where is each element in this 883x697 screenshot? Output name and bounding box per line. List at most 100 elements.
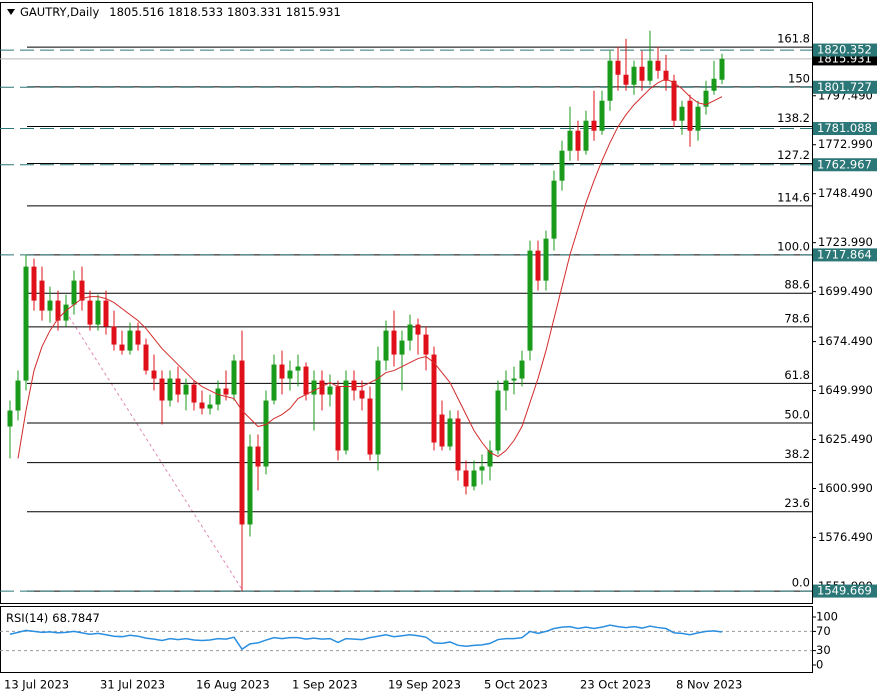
header-close: 1815.931 (286, 5, 341, 19)
rsi-tick-label: 70 (816, 624, 831, 638)
candle-body (311, 380, 317, 395)
x-tick-label: 19 Sep 2023 (388, 678, 461, 692)
candle-body (367, 398, 373, 455)
candle-body (303, 366, 309, 395)
rsi-value: 68.7847 (52, 611, 100, 625)
candle-body (255, 446, 261, 467)
candle-body (575, 130, 581, 151)
y-tick-label: 1600.990 (818, 481, 873, 495)
candle-body (375, 360, 381, 455)
candle-body (695, 106, 701, 131)
candle-body (207, 404, 213, 409)
fib-label: 23.6 (784, 496, 810, 510)
x-tick-label: 23 Oct 2023 (580, 678, 651, 692)
candle-body (399, 340, 405, 355)
candle-body (439, 414, 445, 447)
rsi-tick-label: 100 (816, 610, 838, 624)
candle-body (503, 380, 509, 391)
candle-body (671, 80, 677, 121)
rsi-header: RSI(14) 68.7847 (6, 611, 100, 625)
fib-label: 114.6 (777, 190, 810, 204)
rsi-line (9, 624, 723, 651)
fib-label: 150 (788, 71, 810, 85)
level-box (813, 43, 877, 57)
candle-body (591, 120, 597, 131)
level-box (813, 584, 877, 598)
candle-body (279, 364, 285, 379)
candle-body (239, 360, 245, 525)
candle-body (703, 90, 709, 107)
level-label: 1717.864 (817, 247, 872, 261)
y-tick-label: 1625.490 (818, 432, 873, 446)
fib-label: 38.2 (784, 447, 810, 461)
y-tick-label: 1674.490 (818, 334, 873, 348)
candle-body (23, 266, 29, 381)
x-tick-label: 13 Jul 2023 (4, 678, 69, 692)
candle-body (551, 180, 557, 239)
candle-body (111, 326, 117, 345)
candle-body (335, 386, 341, 451)
level-label: 1549.669 (817, 584, 872, 598)
candle-body (599, 100, 605, 131)
candle-body (247, 446, 253, 525)
candle-body (479, 466, 485, 471)
candle-body (319, 380, 325, 395)
y-tick-label: 1723.990 (818, 235, 873, 249)
candle-body (63, 304, 69, 321)
level-box (813, 248, 877, 262)
x-tick-label: 31 Jul 2023 (100, 678, 165, 692)
header-open: 1805.516 (109, 5, 164, 19)
candle-body (559, 150, 565, 181)
candle-body (623, 74, 629, 85)
moving-average (17, 78, 723, 459)
fib-label: 88.6 (784, 278, 810, 292)
menu-triangle[interactable] (7, 9, 15, 15)
level-box (813, 122, 877, 136)
candle-body (655, 60, 661, 71)
header-high: 1818.533 (168, 5, 223, 19)
candle-body (47, 300, 53, 311)
candle-body (423, 334, 429, 355)
candle-body (359, 390, 365, 399)
candle-body (71, 280, 77, 305)
x-tick-label: 8 Nov 2023 (676, 678, 742, 692)
chart-title: GAUTRY,Daily (20, 5, 99, 19)
x-tick-label: 5 Oct 2023 (484, 678, 548, 692)
candle-body (191, 384, 197, 403)
candle-body (431, 354, 437, 443)
candle-body (7, 410, 13, 427)
rsi-tick-label: 30 (816, 643, 831, 657)
y-tick-label: 1649.990 (818, 383, 873, 397)
candle-body (87, 300, 93, 325)
candle-body (495, 390, 501, 451)
candle-body (383, 330, 389, 361)
candle-body (231, 360, 237, 395)
main-frame (0, 2, 813, 604)
fib-label: 138.2 (777, 111, 810, 125)
candle-body (215, 388, 221, 405)
candle-body (687, 100, 693, 131)
chart-header: GAUTRY,Daily 1805.516 1818.533 1803.331 1815… (20, 5, 341, 19)
y-tick-label: 1699.490 (818, 284, 873, 298)
candle-body (103, 300, 109, 327)
candle-body (199, 402, 205, 409)
candle-body (391, 330, 397, 355)
candle-body (583, 120, 589, 151)
candle-body (263, 400, 269, 467)
fib-label: 61.8 (784, 368, 810, 382)
candle-body (175, 378, 181, 395)
candle-body (351, 380, 357, 391)
candle-body (631, 66, 637, 85)
rsi-frame (0, 606, 813, 673)
candle-body (447, 418, 453, 447)
y-tick-label: 1748.490 (818, 186, 873, 200)
level-box (813, 80, 877, 94)
candle-body (167, 378, 173, 401)
candle-body (711, 78, 717, 91)
candle-body (327, 386, 333, 395)
candle-body (543, 238, 549, 281)
header-low: 1803.331 (227, 5, 282, 19)
fib-label: 78.6 (784, 311, 810, 325)
candle-body (567, 130, 573, 151)
